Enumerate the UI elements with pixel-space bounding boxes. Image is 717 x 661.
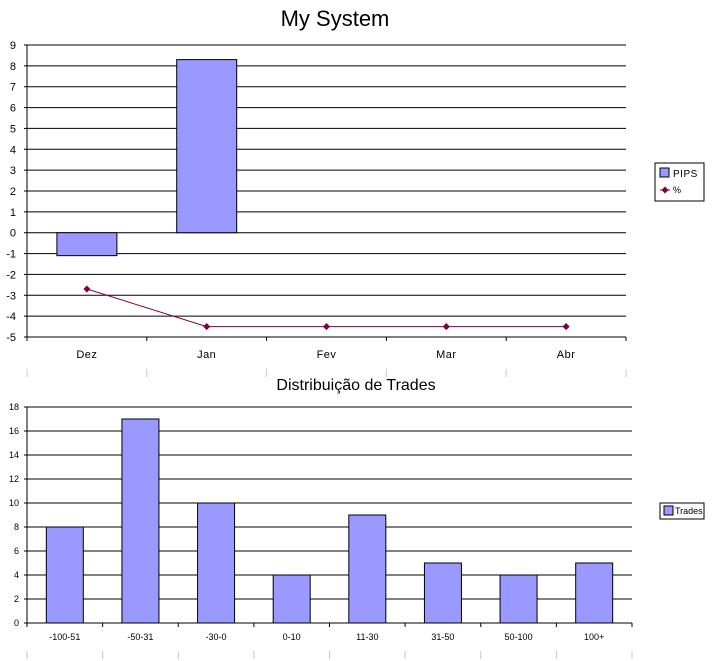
legend-swatch-trades [663,505,674,516]
bar [423,562,462,624]
chart-distribuicao-trades: Distribuição de Trades 18 16 14 12 10 8 6 4 2 0 -… [9,377,705,659]
y-tick-label: 16 [9,426,19,436]
bar [121,418,160,624]
y-tick-label: -4 [6,311,16,323]
y-tick-label: 4 [14,570,19,580]
bar-series-trades [45,418,614,624]
x-tick-label: -50-31 [127,632,153,642]
y-tick-labels: 9 8 7 6 5 4 3 2 1 0 -1 -2 -3 -4 -5 [6,40,27,344]
gridlines [27,44,626,338]
x-tick-labels: -100-51 -50-31 -30-0 0-10 11-30 31-50 50-100 10… [49,632,604,642]
legend-swatch-pips [659,167,670,178]
x-tick-label: 0-10 [283,632,301,642]
series-line [86,288,567,328]
y-tick-label: 8 [10,61,16,73]
legend: PIPS % [654,162,705,202]
y-tick-label: 14 [9,450,19,460]
bar-series-pips [56,59,238,257]
chart-title: Distribuição de Trades [276,377,435,394]
x-tick-label: -30-0 [206,632,227,642]
x-tick-label: 100+ [584,632,604,642]
bar [499,574,538,624]
y-tick-label: -5 [6,332,16,344]
y-tick-label: 2 [10,186,16,198]
x-tick-label: Jan [197,349,216,361]
legend-box [654,162,705,202]
y-tick-label: 2 [14,594,19,604]
legend-label-trades: Trades [675,506,703,516]
line-point [83,285,91,293]
y-tick-label: -3 [6,290,16,302]
y-tick-label: 18 [9,402,19,412]
x-tick-label: -100-51 [49,632,80,642]
y-tick-label: 1 [10,207,16,219]
x-tick-labels: Dez Jan Fev Mar Abr [76,349,575,361]
chart-my-system: My System 9 8 7 6 5 4 3 2 1 0 -1 -2 -3 -4 -5 Dez Jan Fev… [6,6,705,377]
bar [45,526,84,624]
y-tick-labels: 18 16 14 12 10 8 6 4 2 0 [9,402,27,628]
line-series-percent [83,285,570,331]
axes [26,407,633,659]
x-tick-label: 11-30 [356,632,378,642]
bar [56,232,118,257]
y-tick-label: 12 [9,474,19,484]
bar [197,502,236,624]
legend-label-percent: % [673,185,681,195]
line-point [203,323,211,331]
y-tick-label: 3 [10,165,16,177]
legend-label-pips: PIPS [673,169,698,180]
bar [176,59,238,234]
x-tick-label: 31-50 [431,632,454,642]
x-tick-label: 50-100 [505,632,533,642]
y-tick-label: 9 [10,40,16,52]
bar [575,562,614,624]
y-tick-label: 4 [10,144,16,156]
y-tick-label: 10 [9,498,19,508]
y-tick-label: 6 [14,546,19,556]
y-tick-label: 0 [14,618,19,628]
legend-marker-percent [661,186,669,194]
y-tick-label: 7 [10,82,16,94]
y-tick-label: 8 [14,522,19,532]
line-point [322,323,331,331]
x-tick-label: Abr [557,349,576,361]
line-point [562,323,570,331]
gridlines [27,406,632,624]
y-tick-label: -2 [6,269,16,281]
legend: Trades [659,502,705,520]
y-tick-label: 6 [10,103,16,115]
bar [348,514,387,624]
x-tick-label: Fev [317,349,337,361]
x-tick-label: Mar [436,349,456,361]
x-tick-label: Dez [76,349,97,361]
line-point [442,323,450,331]
y-tick-label: 0 [10,228,16,240]
y-tick-label: 5 [10,123,16,135]
chart-title: My System [281,6,390,31]
y-tick-label: -1 [6,249,16,261]
bar [272,574,311,624]
